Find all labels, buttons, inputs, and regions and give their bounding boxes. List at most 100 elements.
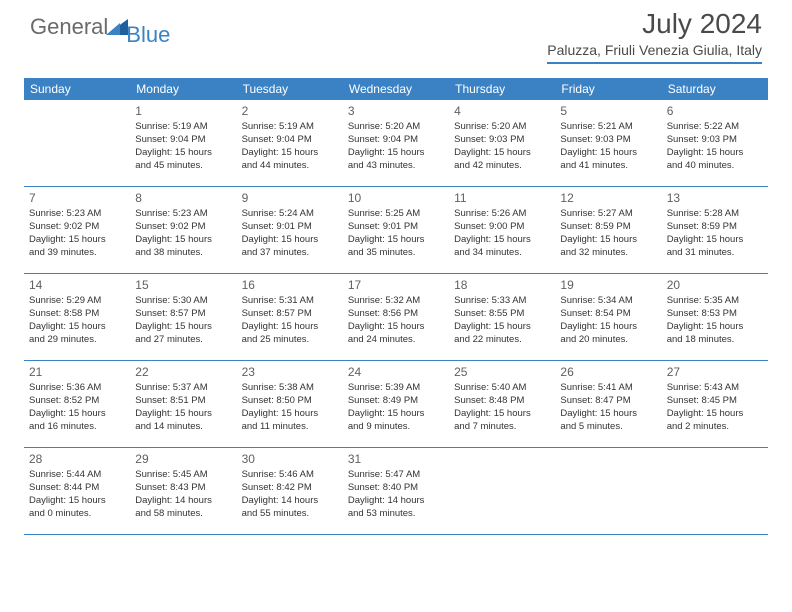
daylight-text: Daylight: 15 hours [242, 234, 338, 247]
daylight-text: Daylight: 15 hours [454, 234, 550, 247]
sunrise-text: Sunrise: 5:38 AM [242, 382, 338, 395]
daylight-text: Daylight: 14 hours [135, 495, 231, 508]
daylight-text: Daylight: 15 hours [667, 234, 763, 247]
day-number: 9 [242, 190, 338, 206]
sunset-text: Sunset: 8:59 PM [560, 221, 656, 234]
day-number: 14 [29, 277, 125, 293]
day-cell: 1Sunrise: 5:19 AMSunset: 9:04 PMDaylight… [130, 100, 236, 186]
brand-logo: General Blue [30, 14, 174, 40]
daylight-text: Daylight: 15 hours [242, 408, 338, 421]
daylight-text: and 25 minutes. [242, 334, 338, 347]
sunrise-text: Sunrise: 5:23 AM [135, 208, 231, 221]
day-cell: 7 Sunrise: 5:23 AMSunset: 9:02 PMDaylight… [24, 187, 130, 273]
daylight-text: and 0 minutes. [29, 508, 125, 521]
weeks-container: 1Sunrise: 5:19 AMSunset: 9:04 PMDaylight… [24, 100, 768, 535]
day-number: 3 [348, 103, 444, 119]
sunset-text: Sunset: 9:03 PM [667, 134, 763, 147]
day-cell [555, 448, 661, 534]
day-cell: 27Sunrise: 5:43 AMSunset: 8:45 PMDayligh… [662, 361, 768, 447]
day-number: 23 [242, 364, 338, 380]
sunset-text: Sunset: 8:45 PM [667, 395, 763, 408]
daylight-text: and 44 minutes. [242, 160, 338, 173]
calendar: SundayMondayTuesdayWednesdayThursdayFrid… [24, 78, 768, 535]
daylight-text: and 7 minutes. [454, 421, 550, 434]
daylight-text: and 38 minutes. [135, 247, 231, 260]
day-number: 31 [348, 451, 444, 467]
day-cell [449, 448, 555, 534]
sunset-text: Sunset: 9:04 PM [135, 134, 231, 147]
day-cell: 17Sunrise: 5:32 AMSunset: 8:56 PMDayligh… [343, 274, 449, 360]
daylight-text: and 14 minutes. [135, 421, 231, 434]
sunset-text: Sunset: 9:02 PM [29, 221, 125, 234]
daylight-text: Daylight: 15 hours [242, 147, 338, 160]
daylight-text: Daylight: 15 hours [135, 234, 231, 247]
daylight-text: Daylight: 15 hours [667, 147, 763, 160]
sunrise-text: Sunrise: 5:23 AM [29, 208, 125, 221]
day-number: 10 [348, 190, 444, 206]
sunrise-text: Sunrise: 5:46 AM [242, 469, 338, 482]
sunset-text: Sunset: 8:59 PM [667, 221, 763, 234]
day-number: 27 [667, 364, 763, 380]
daylight-text: Daylight: 15 hours [135, 147, 231, 160]
day-cell: 29Sunrise: 5:45 AMSunset: 8:43 PMDayligh… [130, 448, 236, 534]
sunset-text: Sunset: 8:54 PM [560, 308, 656, 321]
sunset-text: Sunset: 8:53 PM [667, 308, 763, 321]
brand-part1: General [30, 14, 108, 40]
day-number: 8 [135, 190, 231, 206]
daylight-text: and 27 minutes. [135, 334, 231, 347]
daylight-text: and 43 minutes. [348, 160, 444, 173]
day-cell: 4Sunrise: 5:20 AMSunset: 9:03 PMDaylight… [449, 100, 555, 186]
daylight-text: Daylight: 15 hours [135, 408, 231, 421]
day-cell: 16Sunrise: 5:31 AMSunset: 8:57 PMDayligh… [237, 274, 343, 360]
sunset-text: Sunset: 8:55 PM [454, 308, 550, 321]
sunset-text: Sunset: 8:42 PM [242, 482, 338, 495]
day-cell: 5Sunrise: 5:21 AMSunset: 9:03 PMDaylight… [555, 100, 661, 186]
daylight-text: and 18 minutes. [667, 334, 763, 347]
daylight-text: Daylight: 15 hours [560, 234, 656, 247]
day-cell: 12Sunrise: 5:27 AMSunset: 8:59 PMDayligh… [555, 187, 661, 273]
daylight-text: and 31 minutes. [667, 247, 763, 260]
daylight-text: Daylight: 15 hours [29, 234, 125, 247]
sunrise-text: Sunrise: 5:41 AM [560, 382, 656, 395]
weekday-header: Saturday [662, 78, 768, 100]
daylight-text: Daylight: 15 hours [29, 408, 125, 421]
day-cell: 15Sunrise: 5:30 AMSunset: 8:57 PMDayligh… [130, 274, 236, 360]
daylight-text: and 39 minutes. [29, 247, 125, 260]
week-row: 7Sunrise: 5:23 AMSunset: 9:02 PMDaylight… [24, 187, 768, 274]
day-cell [662, 448, 768, 534]
daylight-text: Daylight: 15 hours [560, 321, 656, 334]
daylight-text: Daylight: 15 hours [348, 321, 444, 334]
sunrise-text: Sunrise: 5:36 AM [29, 382, 125, 395]
day-number: 6 [667, 103, 763, 119]
title-block: July 2024 Paluzza, Friuli Venezia Giulia… [547, 8, 762, 64]
day-cell: 2Sunrise: 5:19 AMSunset: 9:04 PMDaylight… [237, 100, 343, 186]
daylight-text: Daylight: 15 hours [348, 234, 444, 247]
daylight-text: Daylight: 15 hours [29, 321, 125, 334]
day-number: 19 [560, 277, 656, 293]
week-row: 1Sunrise: 5:19 AMSunset: 9:04 PMDaylight… [24, 100, 768, 187]
sunset-text: Sunset: 8:57 PM [242, 308, 338, 321]
sunrise-text: Sunrise: 5:44 AM [29, 469, 125, 482]
sunrise-text: Sunrise: 5:28 AM [667, 208, 763, 221]
sunrise-text: Sunrise: 5:20 AM [348, 121, 444, 134]
sunrise-text: Sunrise: 5:35 AM [667, 295, 763, 308]
day-cell: 18Sunrise: 5:33 AMSunset: 8:55 PMDayligh… [449, 274, 555, 360]
sunset-text: Sunset: 9:01 PM [242, 221, 338, 234]
sunset-text: Sunset: 9:03 PM [454, 134, 550, 147]
day-cell: 20Sunrise: 5:35 AMSunset: 8:53 PMDayligh… [662, 274, 768, 360]
day-number: 2 [242, 103, 338, 119]
daylight-text: and 53 minutes. [348, 508, 444, 521]
day-number: 28 [29, 451, 125, 467]
sunset-text: Sunset: 8:52 PM [29, 395, 125, 408]
daylight-text: Daylight: 15 hours [454, 408, 550, 421]
day-cell [24, 100, 130, 186]
sunset-text: Sunset: 8:50 PM [242, 395, 338, 408]
daylight-text: and 16 minutes. [29, 421, 125, 434]
daylight-text: Daylight: 15 hours [560, 147, 656, 160]
brand-part2: Blue [126, 22, 170, 48]
sunset-text: Sunset: 8:48 PM [454, 395, 550, 408]
day-number: 7 [29, 190, 125, 206]
daylight-text: and 58 minutes. [135, 508, 231, 521]
day-number: 4 [454, 103, 550, 119]
sunrise-text: Sunrise: 5:31 AM [242, 295, 338, 308]
